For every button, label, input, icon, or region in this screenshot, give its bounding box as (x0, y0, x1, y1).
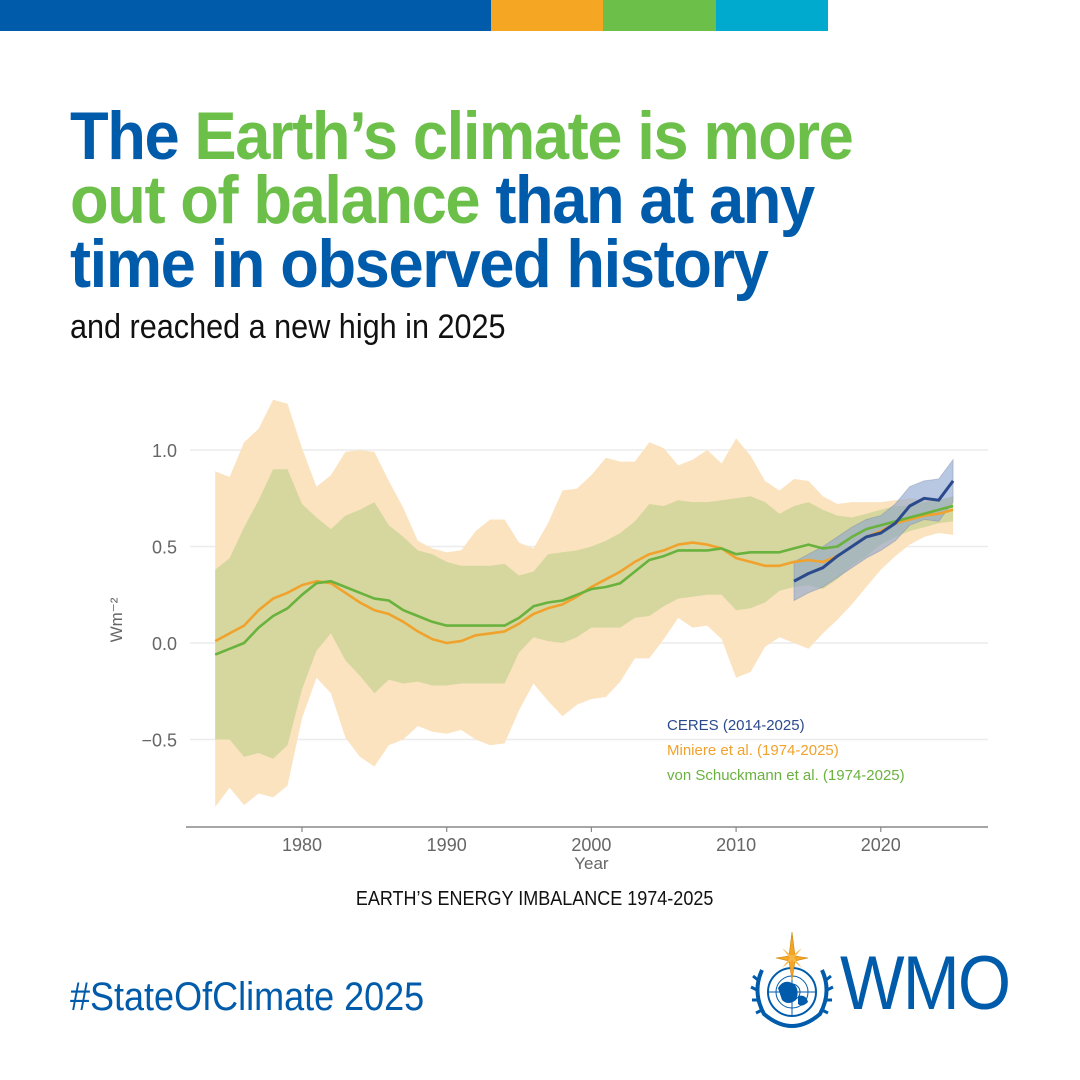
y-tick-label: 0.0 (152, 634, 177, 654)
headline-part-3: than at any time in observed history (70, 162, 815, 302)
x-tick-label: 1980 (282, 835, 322, 855)
series-lines (214, 480, 955, 656)
headline-part-2: Earth’s climate is more out of balance (70, 98, 854, 238)
chart-caption: EARTH’S ENERGY IMBALANCE 1974-2025 (0, 888, 1080, 911)
legend-item-ceres: CERES (2014-2025) (667, 717, 805, 734)
y-tick-label: 0.5 (152, 538, 177, 558)
brand-bar-cyan (716, 0, 828, 31)
band-ceres (793, 458, 954, 602)
y-axis-label: Wm⁻² (107, 597, 126, 642)
hashtag: #StateOfClimate 2025 (70, 975, 425, 1019)
headline: The Earth’s climate is more out of balan… (70, 102, 907, 298)
band-schuck (215, 469, 954, 759)
headline-part-1: The (70, 98, 195, 174)
line-ceres (793, 480, 955, 583)
brand-bar-orange (491, 0, 603, 31)
brand-color-bar (0, 0, 828, 31)
x-tick-label: 2000 (571, 835, 611, 855)
legend-item-schuck: von Schuckmann et al. (1974-2025) (667, 767, 905, 784)
wmo-logo: WMO (748, 930, 1028, 1030)
y-tick-label: −0.5 (141, 731, 177, 751)
chart-caption-text: EARTH’S ENERGY IMBALANCE 1974-2025 (356, 888, 714, 910)
energy-imbalance-chart: −0.5 0.0 0.5 1.0 1980 1990 2000 2010 2020 Year Wm⁻… (107, 399, 988, 873)
wmo-wordmark: WMO (840, 941, 1011, 1026)
y-tick-label: 1.0 (152, 441, 177, 461)
subheadline: and reached a new high in 2025 (70, 308, 506, 346)
x-tick-label: 2020 (861, 835, 901, 855)
wmo-emblem-icon (750, 931, 834, 1028)
uncertainty-bands (215, 399, 954, 807)
x-axis-label: Year (574, 854, 609, 873)
axes: −0.5 0.0 0.5 1.0 1980 1990 2000 2010 2020 Year Wm⁻… (107, 441, 988, 873)
brand-bar-green (603, 0, 716, 31)
legend-item-miniere: Miniere et al. (1974-2025) (667, 742, 839, 759)
line-schuck (214, 504, 954, 656)
x-tick-label: 1990 (427, 835, 467, 855)
x-tick-label: 2010 (716, 835, 756, 855)
brand-bar-blue (0, 0, 491, 31)
legend: CERES (2014-2025) Miniere et al. (1974-20… (667, 717, 905, 784)
